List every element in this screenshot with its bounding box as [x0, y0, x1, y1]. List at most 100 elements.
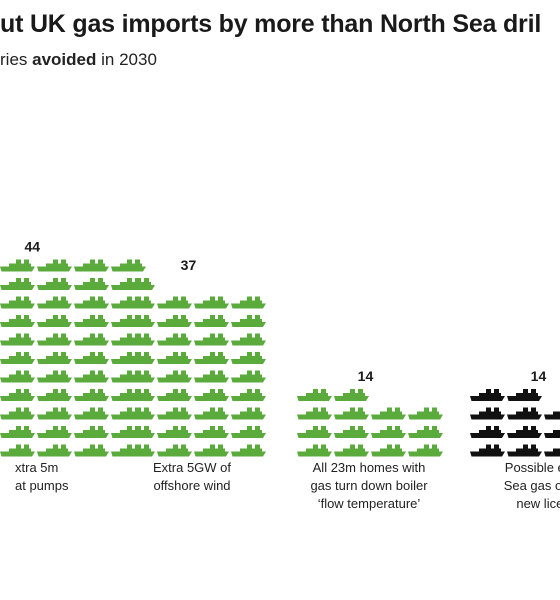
category-label: new licer	[516, 496, 560, 511]
subtitle-suffix: in 2030	[101, 50, 157, 69]
ship-icon	[157, 352, 192, 364]
ship-icon	[544, 444, 560, 457]
ship-icon	[37, 278, 72, 290]
ship-icon	[544, 407, 560, 420]
ship-icon	[334, 389, 369, 401]
ship-icon	[37, 352, 72, 364]
ship-icon	[334, 426, 369, 438]
category-label: at pumps	[15, 478, 69, 493]
ship-icon	[37, 370, 72, 383]
ship-icon	[0, 426, 35, 438]
ship-icon	[408, 426, 443, 438]
ship-icon	[371, 407, 406, 420]
category-label: Sea gas outp	[504, 478, 560, 493]
category-label: Possible extr	[505, 460, 560, 475]
ship-icon	[157, 426, 192, 438]
ship-icon	[231, 315, 266, 327]
bar-group-4: 14 Possible extr Sea gas outp new licer	[470, 368, 560, 511]
ship-icon	[194, 426, 229, 438]
ship-icon	[74, 259, 109, 272]
value-label: 37	[181, 257, 197, 273]
ship-icon	[0, 333, 35, 346]
ship-icon	[37, 407, 72, 420]
ship-icon	[194, 370, 229, 383]
chart-title: ut UK gas imports by more than North Sea…	[0, 10, 542, 38]
ship-icon	[0, 352, 35, 364]
ship-icon	[74, 426, 109, 438]
ship-icon	[0, 389, 35, 401]
ship-icon	[297, 407, 332, 420]
ship-icon	[111, 259, 146, 272]
value-label: 14	[358, 368, 374, 384]
chart-subtitle: ries avoided in 2030	[0, 50, 157, 70]
ship-icon	[37, 315, 72, 327]
category-label: xtra 5m	[15, 460, 58, 475]
ship-icon	[194, 296, 229, 309]
ship-icon	[544, 426, 560, 438]
ship-icon	[408, 444, 443, 457]
ship-icon	[297, 426, 332, 438]
ship-icon	[231, 352, 266, 364]
ship-icon	[74, 296, 109, 309]
value-label: 44	[25, 239, 41, 255]
category-label: All 23m homes with	[313, 460, 426, 475]
category-label: offshore wind	[153, 478, 230, 493]
ship-icon	[334, 444, 369, 457]
ship-icon	[507, 407, 542, 420]
ship-icon	[74, 370, 109, 383]
bar-group-1: 44 xtra 5m at pumps	[0, 239, 146, 493]
ship-icon	[157, 407, 192, 420]
ship-icon	[157, 389, 192, 401]
ship-icon	[194, 315, 229, 327]
subtitle-emphasis: avoided	[32, 50, 97, 69]
category-label: gas turn down boiler	[310, 478, 428, 493]
ship-icon	[194, 389, 229, 401]
subtitle-prefix: ries	[0, 50, 28, 69]
value-label: 14	[531, 368, 547, 384]
ship-icon	[37, 296, 72, 309]
ship-icon	[157, 296, 192, 309]
ship-icon	[74, 444, 109, 457]
ship-icon	[470, 407, 505, 420]
ship-icon	[231, 333, 266, 346]
ship-icon	[37, 389, 72, 401]
ship-icon	[74, 352, 109, 364]
ship-icon	[231, 296, 266, 309]
bar-group-3: 14 All 23m homes with gas turn down boiler…	[297, 368, 443, 511]
ship-icon	[297, 389, 332, 401]
ship-icon	[74, 315, 109, 327]
ship-icon	[371, 444, 406, 457]
ship-icon	[507, 389, 542, 401]
ship-icon	[74, 389, 109, 401]
ship-icon	[231, 389, 266, 401]
ship-icon	[507, 444, 542, 457]
ship-icon	[74, 407, 109, 420]
ship-icon	[0, 259, 35, 272]
ship-icon	[157, 370, 192, 383]
ship-icon	[157, 315, 192, 327]
ship-icon	[157, 333, 192, 346]
ship-icon	[0, 315, 35, 327]
ship-icon	[0, 370, 35, 383]
ship-icon	[194, 333, 229, 346]
ship-icon	[470, 444, 505, 457]
ship-icon	[157, 444, 192, 457]
ship-icon	[408, 407, 443, 420]
ship-icon	[297, 444, 332, 457]
ship-icon	[37, 333, 72, 346]
ship-icon	[0, 407, 35, 420]
ship-icon	[0, 444, 35, 457]
ship-icon	[0, 278, 35, 290]
ship-icon	[231, 426, 266, 438]
ship-icon	[470, 389, 505, 401]
ship-icon	[37, 426, 72, 438]
ship-icon	[194, 444, 229, 457]
ship-icon	[194, 407, 229, 420]
ship-icon	[74, 278, 109, 290]
ship-icon	[37, 444, 72, 457]
ship-icon	[334, 407, 369, 420]
ship-icon	[507, 426, 542, 438]
ship-icon	[231, 370, 266, 383]
ship-icon	[470, 426, 505, 438]
